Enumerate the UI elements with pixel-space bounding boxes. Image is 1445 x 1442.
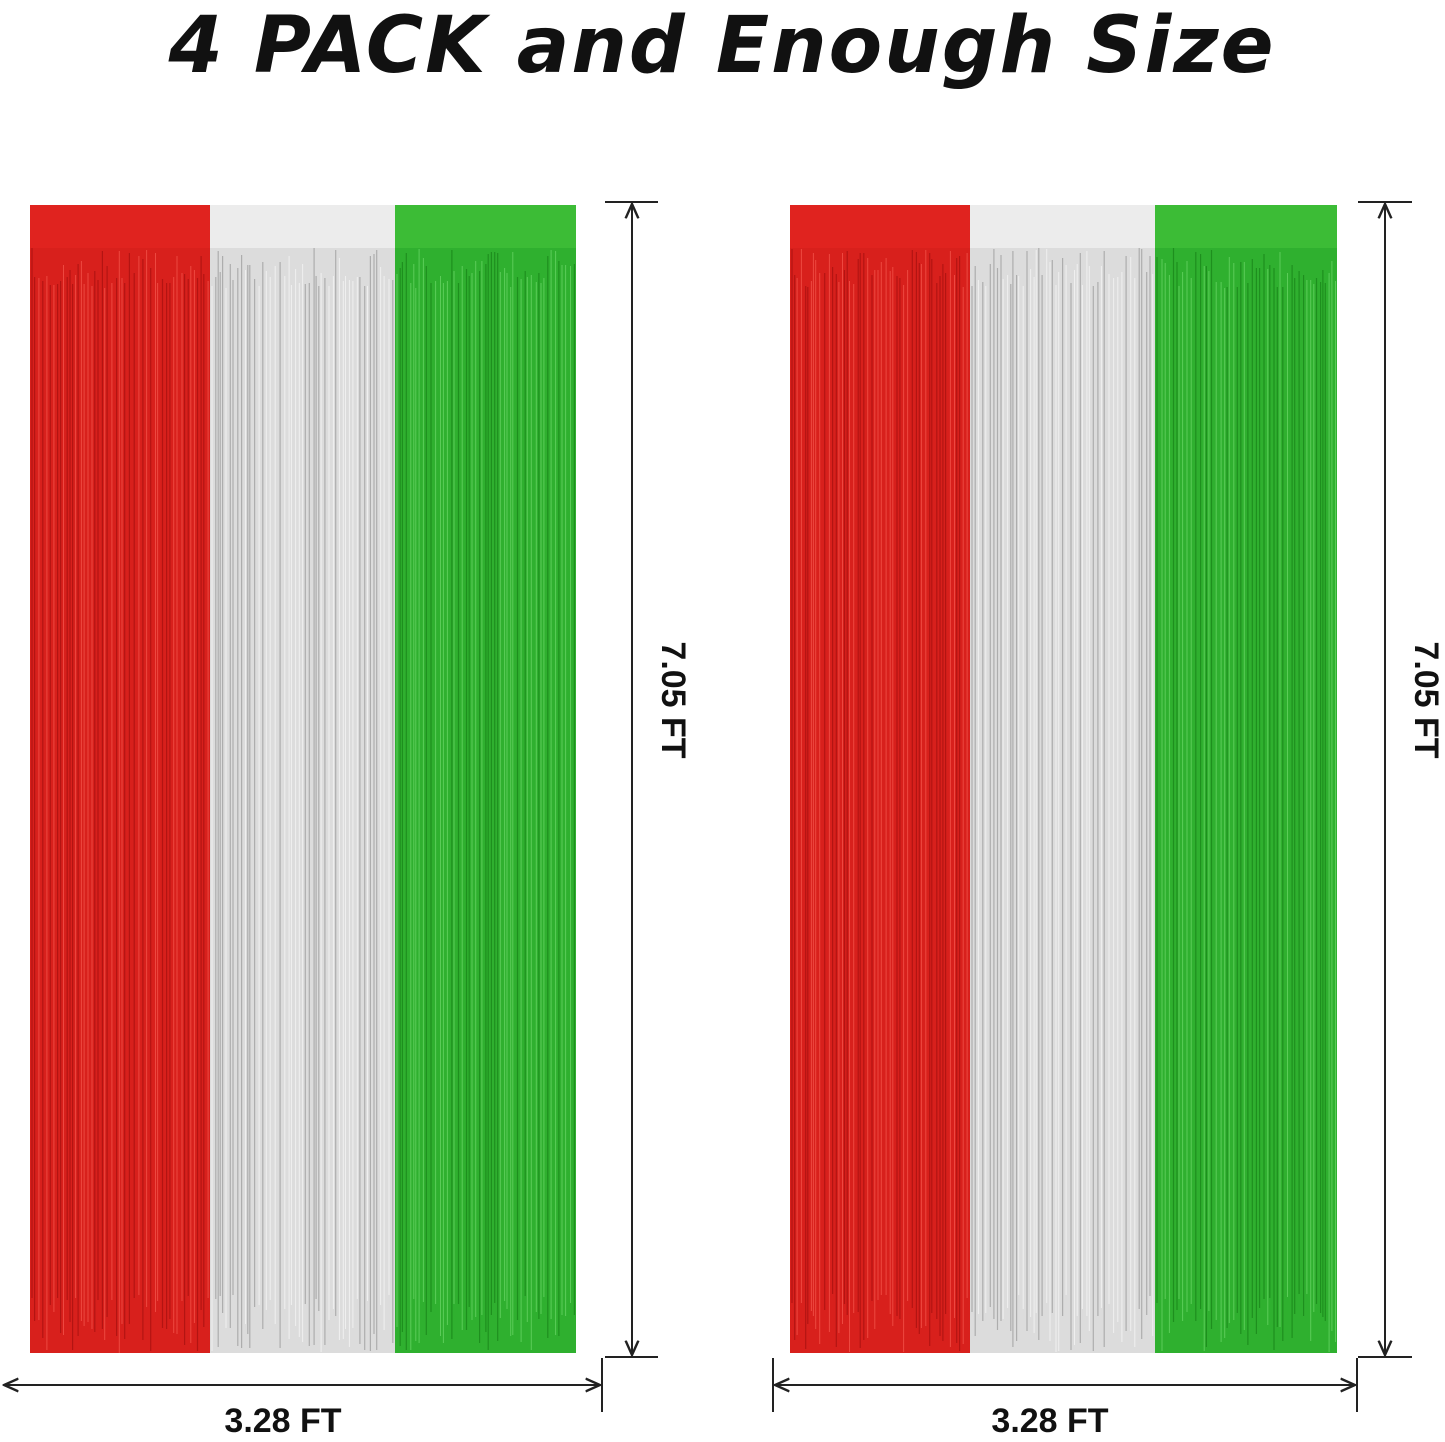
curtain-header	[790, 205, 970, 248]
curtains	[30, 205, 1337, 1353]
fringe-strands	[211, 256, 390, 1352]
height-label: 7.05 FT	[654, 641, 692, 758]
width-label: 3.28 FT	[224, 1402, 341, 1438]
fringe-strands	[977, 249, 1154, 1352]
fringe-strands	[1161, 252, 1336, 1352]
fringe-strands	[31, 248, 205, 1351]
curtain-header	[395, 205, 576, 248]
fringe-strands	[791, 249, 961, 1351]
title: 4 PACK and Enough Size	[167, 1, 1275, 91]
fringe-strands	[1156, 248, 1326, 1350]
fringe-strands	[971, 248, 1151, 1351]
fringe-strands	[215, 248, 394, 1351]
fringe-strands	[399, 250, 575, 1350]
height-label: 7.05 FT	[1407, 641, 1445, 758]
curtain-header	[1155, 205, 1337, 248]
curtain-header	[30, 205, 210, 248]
fringe-strands	[38, 250, 209, 1353]
curtain-header	[970, 205, 1155, 248]
width-label: 3.28 FT	[991, 1402, 1108, 1438]
dimension-lines	[4, 201, 1412, 1412]
fringe-strands	[796, 249, 968, 1352]
curtain-header	[210, 205, 395, 248]
fringe-strands	[396, 249, 571, 1350]
